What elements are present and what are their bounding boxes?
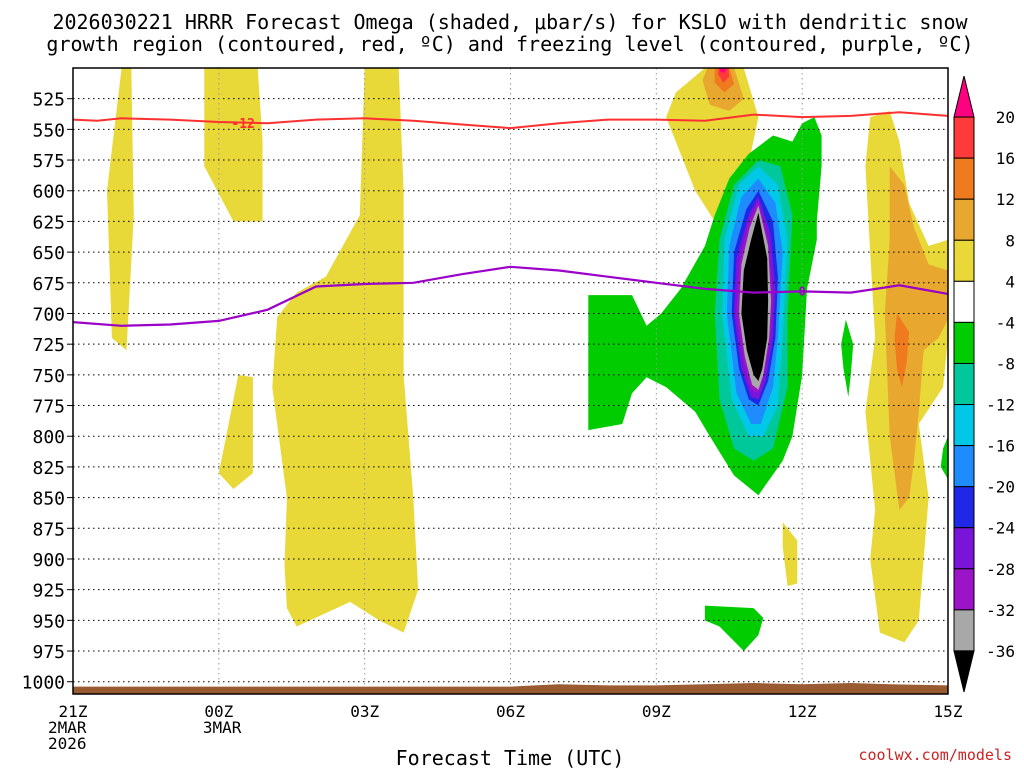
colorbar-label: -32	[986, 601, 1015, 620]
colorbar-swatch	[953, 650, 975, 693]
colorbar-swatch	[953, 239, 975, 282]
y-tick-label: 625	[32, 212, 65, 233]
colorbar-label: -20	[986, 478, 1015, 497]
chart-title-line1: 2026030221 HRRR Forecast Omega (shaded, …	[52, 10, 968, 34]
omega-region-3	[272, 68, 419, 633]
omega-region-0	[107, 68, 134, 351]
y-tick-label: 975	[32, 642, 65, 663]
omega-region-24	[741, 212, 769, 381]
x-tick-label: 00Z	[204, 702, 233, 721]
colorbar-label: -24	[986, 519, 1015, 538]
contour-lines: -12 0	[72, 111, 949, 327]
y-tick-label: 825	[32, 458, 65, 479]
omega-region-15	[940, 436, 948, 480]
y-tick-label: 600	[32, 182, 65, 203]
y-tick-label: 1000	[22, 673, 65, 694]
y-tick-label: 950	[32, 611, 65, 632]
colorbar-label: 12	[996, 190, 1015, 209]
x-tick-label: 2026	[48, 734, 87, 753]
x-tick-label: 3MAR	[203, 718, 242, 737]
x-tick-label: 15Z	[934, 702, 963, 721]
colorbar-label: -12	[986, 396, 1015, 415]
y-tick-label: 525	[32, 90, 65, 111]
colorbar-swatch	[953, 198, 975, 241]
colorbar-swatch	[953, 116, 975, 159]
colorbar-label: -8	[996, 354, 1015, 373]
dgz-contour-line	[72, 111, 949, 130]
y-tick-label: 775	[32, 397, 65, 418]
terrain-polygon	[73, 683, 948, 694]
colorbar-label: -28	[986, 560, 1015, 579]
colorbar-label: 16	[996, 149, 1015, 168]
colorbar-swatch	[953, 75, 975, 118]
colorbar-swatch	[953, 568, 975, 611]
terrain-fill	[73, 683, 948, 694]
colorbar-swatch	[953, 362, 975, 406]
colorbar-swatch	[953, 157, 975, 200]
grid-lines	[73, 68, 948, 694]
x-tick-label: 12Z	[788, 702, 817, 721]
colorbar-label: 20	[996, 108, 1015, 127]
x-tick-label: 2MAR	[48, 718, 87, 737]
freezing-level-line	[72, 265, 949, 327]
colorbar: 20 16 12 8 4 -4 -8 -12 -16 -20 -24 -28 -32 -36	[953, 75, 1015, 693]
x-axis-label: Forecast Time (UTC)	[396, 746, 625, 768]
colorbar-label: 8	[1005, 231, 1015, 250]
x-tick-label: 03Z	[350, 702, 379, 721]
dgz-contour-label: -12	[231, 117, 254, 132]
omega-region-8	[719, 68, 727, 73]
y-tick-label: 875	[32, 519, 65, 540]
y-tick-label: 800	[32, 427, 65, 448]
x-tick-label: 06Z	[496, 702, 525, 721]
y-tick-label: 725	[32, 335, 65, 356]
colorbar-swatch	[953, 527, 975, 570]
y-axis: 525 550 575 600 625 650 675 700 725 750 775 800 825 8…	[22, 90, 73, 694]
omega-region-2	[218, 374, 253, 489]
y-tick-label: 700	[32, 304, 65, 325]
y-tick-label: 850	[32, 489, 65, 510]
colorbar-swatch	[953, 609, 975, 652]
y-tick-label: 550	[32, 120, 65, 141]
y-tick-label: 900	[32, 550, 65, 571]
plot-frame	[72, 67, 949, 695]
omega-shading	[107, 68, 948, 651]
colorbar-label: -16	[986, 437, 1015, 456]
colorbar-swatch	[953, 321, 975, 364]
y-tick-label: 750	[32, 366, 65, 387]
x-tick-label: 09Z	[642, 702, 671, 721]
y-tick-label: 675	[32, 274, 65, 295]
x-tick-label: 21Z	[59, 702, 88, 721]
colorbar-label: -36	[986, 642, 1015, 661]
colorbar-label: 4	[1005, 272, 1015, 291]
omega-region-14	[841, 319, 854, 397]
omega-region-1	[204, 68, 263, 222]
omega-region-11	[884, 166, 948, 510]
omega-region-12	[894, 313, 910, 388]
colorbar-swatch	[953, 486, 975, 529]
credit-link[interactable]: coolwx.com/models	[858, 746, 1012, 764]
colorbar-swatch	[953, 280, 975, 323]
omega-region-16	[704, 605, 764, 651]
y-tick-label: 925	[32, 581, 65, 602]
chart-title-line2: growth region (contoured, red, ºC) and f…	[46, 32, 973, 56]
colorbar-swatch	[953, 445, 975, 488]
y-tick-label: 575	[32, 151, 65, 172]
y-tick-label: 650	[32, 243, 65, 264]
colorbar-label: -4	[996, 313, 1015, 332]
omega-region-9	[782, 522, 798, 586]
colorbar-swatch	[953, 404, 975, 447]
freezing-level-label: 0	[799, 284, 806, 298]
